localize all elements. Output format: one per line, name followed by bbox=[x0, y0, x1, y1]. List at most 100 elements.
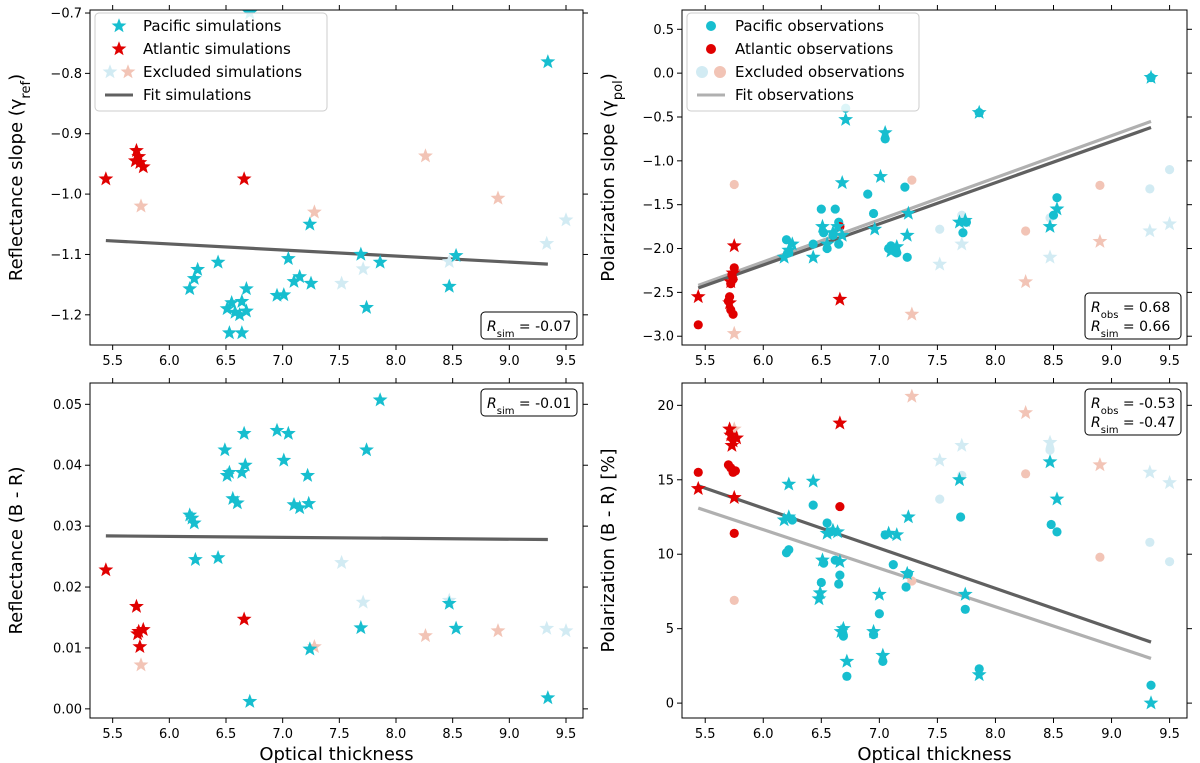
legend-entry-fit-simulations: Fit simulations bbox=[105, 86, 252, 104]
data-point bbox=[182, 281, 198, 296]
data-point bbox=[834, 579, 844, 589]
legend-swatch bbox=[714, 66, 726, 78]
y-tick-label: 0.05 bbox=[53, 398, 82, 413]
data-point bbox=[558, 623, 574, 638]
data-point bbox=[811, 591, 827, 606]
data-point bbox=[131, 623, 147, 638]
fit-line-fit-observations bbox=[697, 119, 1152, 287]
axes-frame bbox=[89, 382, 584, 719]
plot-area bbox=[690, 388, 1177, 710]
series-excluded-simulations-atlantic bbox=[726, 233, 1108, 340]
data-point bbox=[776, 249, 792, 264]
data-point bbox=[540, 690, 556, 705]
x-tick-label: 8.5 bbox=[1043, 727, 1064, 742]
data-point bbox=[1145, 184, 1155, 194]
data-point bbox=[899, 565, 915, 580]
data-point bbox=[187, 551, 203, 566]
x-tick-label: 5.5 bbox=[695, 354, 716, 369]
data-point bbox=[1042, 218, 1058, 233]
y-tick-label: −0.9 bbox=[50, 127, 82, 142]
data-point bbox=[334, 554, 350, 569]
legend-swatch bbox=[111, 18, 127, 33]
y-tick-label: 0.03 bbox=[53, 520, 82, 535]
x-tick-label: 8.0 bbox=[386, 727, 407, 742]
data-point bbox=[832, 415, 848, 430]
series-excluded-simulations-pacific bbox=[932, 216, 1177, 271]
data-point bbox=[808, 500, 818, 510]
x-tick-label: 8.5 bbox=[1043, 354, 1064, 369]
data-point bbox=[306, 638, 322, 654]
y-tick-label: −3.0 bbox=[642, 330, 674, 345]
data-point bbox=[269, 287, 285, 302]
data-point bbox=[540, 54, 556, 69]
y-axis-label-subscript: ref bbox=[19, 80, 34, 98]
data-point bbox=[830, 524, 845, 539]
data-point bbox=[838, 111, 854, 126]
legend-entry-excluded-simulations: Excluded simulations bbox=[102, 63, 302, 81]
data-point bbox=[781, 476, 797, 491]
data-point bbox=[784, 236, 800, 251]
legend-entry-excluded-observations: Excluded observations bbox=[696, 63, 905, 81]
data-point bbox=[1145, 537, 1155, 547]
data-point bbox=[224, 294, 240, 310]
chart-panel-bottom-left: 5.5 6.0 6.5 7.0 7.5 8.0 8.5 9.0 9.5 0.00 0.01 0.02 0… bbox=[6, 378, 588, 763]
legend-label: Excluded simulations bbox=[143, 63, 302, 81]
x-axis-label: Optical thickness bbox=[259, 744, 413, 763]
y-axis-label-text: Polarization (B - R) [%] bbox=[598, 448, 619, 652]
data-point bbox=[729, 528, 739, 538]
data-point bbox=[1021, 469, 1031, 479]
data-point bbox=[815, 552, 830, 567]
data-point bbox=[490, 623, 506, 638]
data-point bbox=[728, 309, 738, 319]
legend-swatch bbox=[111, 41, 127, 56]
legend-entry-pacific-simulations: Pacific simulations bbox=[111, 17, 282, 35]
y-tick-label: 5 bbox=[666, 622, 674, 637]
data-point bbox=[1052, 193, 1062, 203]
data-point bbox=[132, 638, 148, 654]
data-point bbox=[237, 457, 253, 472]
y-tick-label: 20 bbox=[657, 399, 674, 414]
data-point bbox=[957, 212, 973, 227]
axis-ticks: 5.5 6.0 6.5 7.0 7.5 8.0 8.5 9.0 9.5 −1.2 −1.1 −1.0 −… bbox=[50, 5, 588, 369]
series-excluded-simulations-pacific bbox=[932, 434, 1177, 490]
data-point bbox=[834, 227, 850, 242]
data-point bbox=[539, 235, 555, 250]
legend-swatch bbox=[102, 64, 118, 79]
data-point bbox=[448, 620, 464, 635]
series-atlantic-simulations bbox=[690, 238, 848, 310]
data-point bbox=[729, 595, 739, 605]
data-point bbox=[816, 577, 826, 588]
legend-frame bbox=[686, 12, 920, 112]
series-atlantic-simulations bbox=[690, 415, 848, 504]
data-point bbox=[888, 560, 898, 570]
y-axis-label-text: Polarization slope (γ bbox=[598, 100, 619, 282]
data-point bbox=[825, 224, 841, 240]
series-excluded-simulations-atlantic bbox=[133, 623, 506, 672]
data-point bbox=[871, 586, 887, 601]
data-point bbox=[133, 198, 149, 213]
correlation-box: Rsim = -0.07 bbox=[480, 311, 578, 340]
x-tick-label: 7.0 bbox=[272, 354, 293, 369]
data-point bbox=[1164, 557, 1175, 567]
axes-frame bbox=[681, 9, 1188, 346]
y-tick-label: −1.0 bbox=[50, 188, 82, 203]
data-point bbox=[129, 598, 144, 613]
x-tick-label: 8.0 bbox=[985, 727, 1006, 742]
correlation-box-frame bbox=[480, 388, 578, 417]
data-point bbox=[805, 249, 821, 264]
series-atlantic-simulations bbox=[98, 562, 252, 654]
data-point bbox=[353, 620, 369, 635]
data-point bbox=[334, 275, 350, 290]
data-point bbox=[372, 254, 388, 269]
data-point bbox=[132, 154, 148, 170]
data-point bbox=[842, 671, 852, 681]
series-atlantic-observations bbox=[693, 460, 845, 538]
series-pacific-simulations bbox=[182, 10, 556, 340]
data-point bbox=[726, 489, 742, 504]
data-point bbox=[877, 124, 893, 140]
data-point bbox=[186, 270, 202, 285]
data-point bbox=[958, 228, 968, 238]
data-point bbox=[952, 471, 967, 487]
data-point bbox=[954, 437, 970, 452]
data-point bbox=[302, 641, 318, 656]
